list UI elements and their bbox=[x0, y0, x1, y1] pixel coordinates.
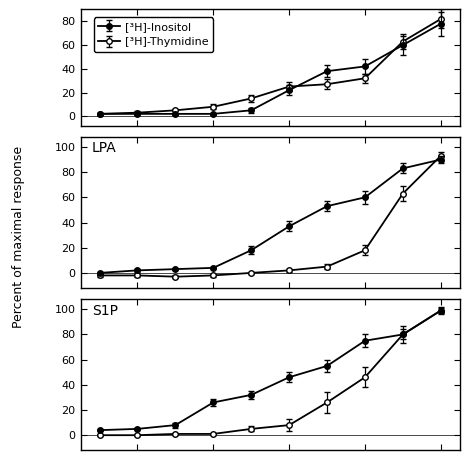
Text: Percent of maximal response: Percent of maximal response bbox=[12, 146, 26, 328]
Text: LPA: LPA bbox=[92, 141, 117, 155]
Legend: [³H]-Inositol, [³H]-Thymidine: [³H]-Inositol, [³H]-Thymidine bbox=[94, 18, 213, 52]
Text: S1P: S1P bbox=[92, 304, 118, 318]
